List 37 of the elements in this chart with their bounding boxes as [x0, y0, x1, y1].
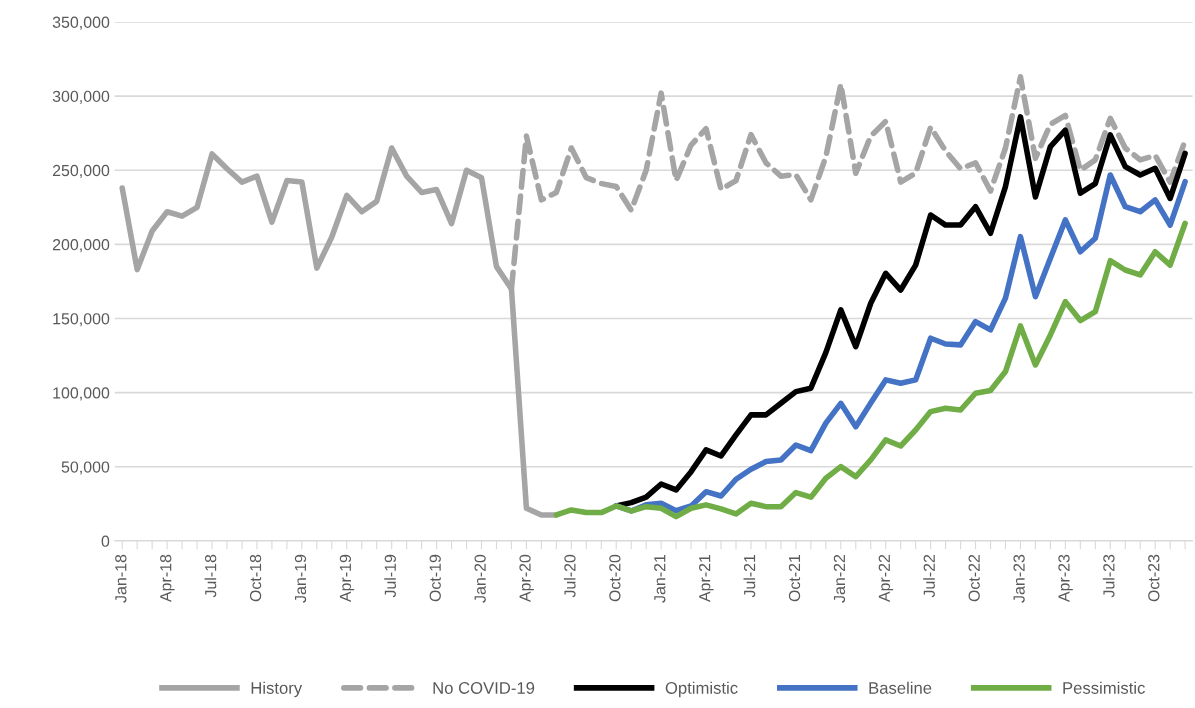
legend-label: No COVID-19	[433, 682, 535, 694]
legend-label: Pessimistic	[1063, 681, 1145, 694]
x-tick-label: Apr-21	[699, 554, 714, 603]
x-tick-label: Jul-23	[1102, 554, 1115, 598]
legend-label: History	[251, 681, 303, 698]
x-tick-label: Jul-21	[743, 554, 756, 598]
x-tick-label: Jan-23	[1013, 554, 1025, 603]
x-tick-label: Jul-18	[204, 554, 217, 598]
x-tick-label: Oct-18	[249, 554, 262, 602]
x-tick-label: Jan-20	[474, 554, 486, 603]
x-tick-label: Oct-21	[788, 554, 801, 602]
legend-label: Optimistic	[665, 681, 738, 698]
x-tick-label: Jul-22	[923, 554, 935, 598]
x-tick-label: Jul-19	[384, 554, 396, 598]
legend-label: Baseline	[869, 681, 932, 694]
y-tick-label: 200,000	[52, 239, 110, 253]
x-tick-label: Apr-20	[519, 554, 534, 603]
x-tick-label: Apr-22	[878, 554, 894, 603]
x-tick-label: Jan-22	[833, 554, 846, 603]
x-tick-label: Jan-18	[115, 554, 127, 603]
x-tick-label: Oct-19	[429, 554, 441, 602]
y-tick-label: 350,000	[52, 16, 110, 30]
x-tick-label: Apr-18	[160, 554, 175, 603]
x-tick-label: Oct-23	[1148, 554, 1160, 602]
x-tick-label: Oct-22	[968, 554, 980, 602]
x-tick-label: Jan-19	[294, 554, 307, 603]
x-tick-label: Oct-20	[609, 554, 621, 602]
x-tick-label: Apr-19	[339, 554, 355, 603]
y-tick-label: 150,000	[53, 313, 110, 327]
x-tick-label: Jul-20	[563, 554, 576, 598]
x-tick-label: Jan-21	[654, 554, 666, 603]
y-tick-label: 300,000	[52, 90, 110, 104]
x-tick-label: Apr-23	[1058, 554, 1073, 603]
y-tick-label: 50,000	[61, 461, 110, 475]
y-tick-label: 0	[101, 535, 110, 547]
y-tick-label: 100,000	[53, 387, 110, 401]
y-tick-label: 250,000	[52, 164, 110, 179]
